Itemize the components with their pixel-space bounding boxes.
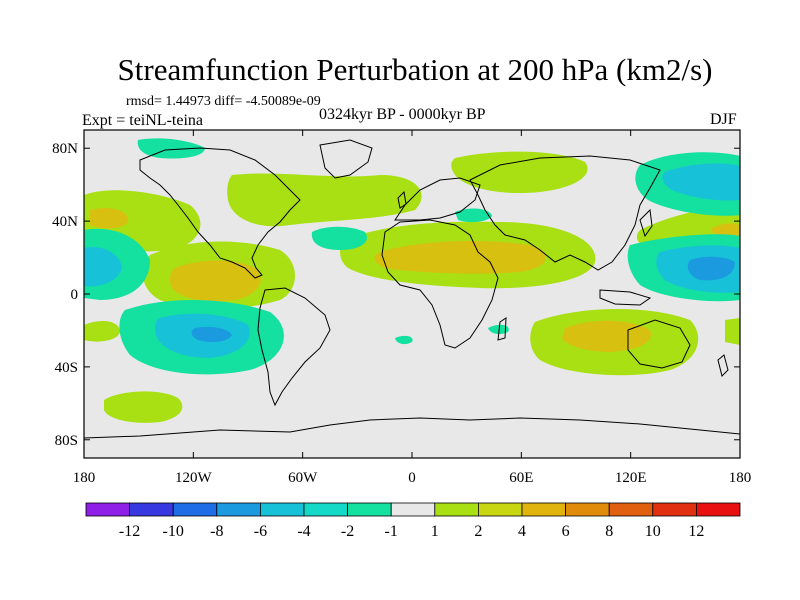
stats-text: rmsd= 1.44973 diff= -4.50089e-09 [126,94,321,109]
contour-fill [687,256,735,281]
contour-fill [169,260,261,302]
period-label: 0324kyr BP - 0000kyr BP [319,106,486,123]
plot-title: Streamfunction Perturbation at 200 hPa (… [117,52,713,87]
colorbar-label: -10 [163,523,184,540]
contour-fill [104,391,183,423]
contour-fill [84,246,122,287]
contour-fields [84,138,740,439]
coastline-antarctica [84,417,740,439]
y-tick-label: 40S [55,360,78,376]
colorbar-label: -4 [297,523,310,540]
colorbar-swatch [303,502,348,517]
colorbar-swatch [521,502,566,517]
colorbar-label: 12 [688,523,704,540]
contour-fill [488,324,509,335]
x-axis: 180 120W 60W 0 60E 120E 180 [73,130,752,486]
x-tick-label: 60E [509,470,533,486]
coastline-north-america [139,147,301,279]
colorbar-swatch [390,502,436,517]
coastline-indonesia [599,289,652,306]
coastline-new-zealand [717,354,729,377]
colorbar-swatch [477,502,523,517]
colorbar-swatch [696,502,741,517]
colorbar-label: -2 [341,523,354,540]
contour-fill [137,138,205,159]
contour-fill [451,151,588,194]
colorbar-label: 8 [605,523,613,540]
colorbar-swatch [216,502,261,517]
experiment-label: Expt = teiNL-teina [82,112,203,129]
contour-fill [562,320,651,352]
contour-fill [191,326,232,343]
coastline-africa [381,219,499,349]
y-tick-label: 0 [71,287,79,303]
colorbar-label: -8 [210,523,223,540]
colorbar-swatch [85,502,130,517]
coastline-south-america [257,287,331,407]
contour-fill [311,226,368,250]
colorbar-label: 2 [474,523,482,540]
colorbar-swatch [565,502,610,517]
colorbar-swatch [129,502,174,517]
x-tick-label: 120W [175,470,213,486]
colorbar-swatch [347,502,392,517]
y-tick-label: 80S [55,433,78,449]
colorbar: -12 -10 -8 -6 -4 -2 -1 1 2 4 6 8 10 12 [85,502,741,540]
x-tick-label: 120E [615,470,647,486]
colorbar-label: 10 [645,523,661,540]
colorbar-swatch [172,502,218,517]
contour-fill [84,320,120,342]
coastline-madagascar [497,317,507,341]
colorbar-label: 1 [431,523,439,540]
contour-fill [374,240,547,274]
contour-fill [712,223,740,237]
contour-fill [725,318,740,345]
contour-fill [455,208,492,223]
x-tick-label: 60W [288,470,318,486]
colorbar-label: -1 [385,523,398,540]
colorbar-label: -12 [119,523,140,540]
x-tick-label: 0 [408,470,416,486]
y-tick-label: 40N [52,214,78,230]
coastlines [84,139,740,439]
contour-fill [395,335,413,345]
x-tick-label: 180 [73,470,96,486]
coastline-australia [627,319,691,369]
contour-fill [662,163,740,201]
colorbar-swatch [434,502,479,517]
colorbar-swatch [259,502,305,517]
x-tick-label: 180 [729,470,752,486]
contour-fill [90,208,129,229]
y-tick-label: 80N [52,141,78,157]
coastline-europe [394,177,481,221]
coastline-japan [639,208,653,238]
colorbar-label: 4 [518,523,526,540]
colorbar-label: 6 [562,523,570,540]
contour-fill [227,173,422,227]
coastline-uk [397,190,407,209]
colorbar-label: -6 [254,523,267,540]
coastline-asia [469,155,661,271]
coastline-greenland [319,139,373,179]
colorbar-swatch [652,502,697,517]
y-axis: 80N 40N 0 40S 80S [52,141,740,449]
contour-fill [264,278,286,297]
colorbar-swatch [608,502,654,517]
season-label: DJF [710,111,737,128]
